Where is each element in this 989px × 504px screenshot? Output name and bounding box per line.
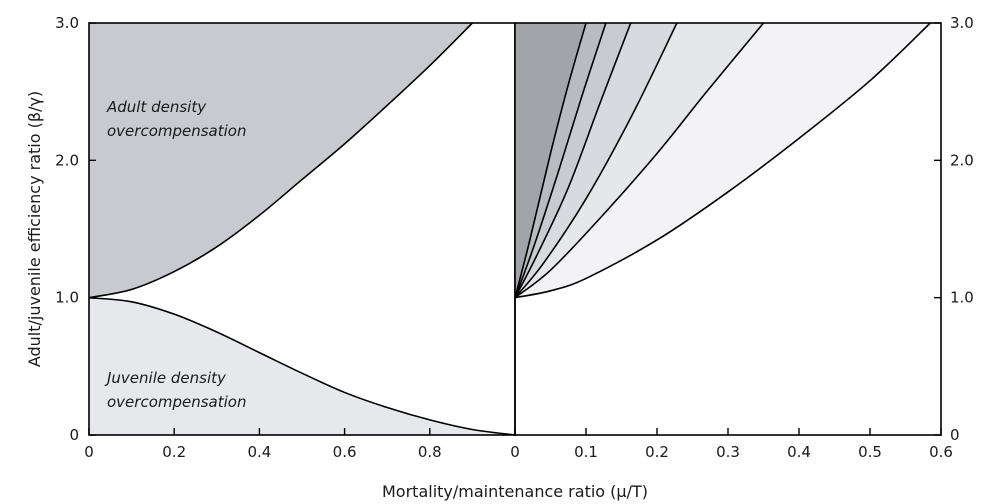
x-axis-title: Mortality/maintenance ratio (μ/T) <box>382 482 648 501</box>
boundary-curve-6 <box>514 22 931 299</box>
y-tick-label: 3.0 <box>55 14 79 32</box>
y-tick-label-right: 0 <box>950 426 960 444</box>
boundary-curve-1 <box>514 22 587 298</box>
boundary-curve-4 <box>514 22 678 299</box>
adult-region-label-line-1: Adult density <box>106 98 207 116</box>
x-tick-label: 0.3 <box>716 443 740 461</box>
x-tick-label: 0.6 <box>333 443 357 461</box>
x-tick-label: 0.5 <box>858 443 882 461</box>
x-tick-label: 0.2 <box>645 443 669 461</box>
boundary-curve-5 <box>514 22 765 299</box>
boundary-curve-2 <box>514 22 607 298</box>
left-panel: Adult density overcompensation Juvenile de… <box>55 14 516 461</box>
y-tick-label-right: 3.0 <box>950 14 974 32</box>
x-tick-label: 0.2 <box>162 443 186 461</box>
adult-region-label-line-2: overcompensation <box>107 122 246 140</box>
y-tick-label-right: 2.0 <box>950 151 974 169</box>
adult-boundary-curve <box>88 22 473 299</box>
x-tick-label: 0.6 <box>929 443 953 461</box>
x-tick-label: 0.1 <box>574 443 598 461</box>
y-tick-label: 0 <box>69 426 79 444</box>
x-tick-label: 0 <box>84 443 94 461</box>
x-tick-label: 0.4 <box>247 443 271 461</box>
adult-region-fill <box>89 23 473 298</box>
juvenile-region-label-line-2: overcompensation <box>107 393 246 411</box>
band-fill <box>515 23 931 298</box>
right-panel: 0 0.1 0.2 0.3 0.4 0.5 0.601.02.03.0 <box>510 14 974 461</box>
band-fill <box>515 23 677 298</box>
band-fill <box>515 23 764 298</box>
x-tick-label: 0 <box>510 443 520 461</box>
y-tick-label: 1.0 <box>55 289 79 307</box>
juvenile-region-label-line-1: Juvenile density <box>104 369 227 387</box>
boundary-curve-3 <box>514 22 632 299</box>
band-fill <box>515 23 586 298</box>
y-tick-label-right: 1.0 <box>950 289 974 307</box>
x-tick-label: 0.4 <box>787 443 811 461</box>
x-tick-label: 0.8 <box>418 443 442 461</box>
y-axis-title: Adult/juvenile efficiency ratio (β/γ) <box>25 91 44 367</box>
band-fill <box>515 23 631 298</box>
juvenile-boundary-curve <box>88 296 516 436</box>
y-tick-label: 2.0 <box>55 151 79 169</box>
juvenile-region-fill <box>89 297 515 435</box>
